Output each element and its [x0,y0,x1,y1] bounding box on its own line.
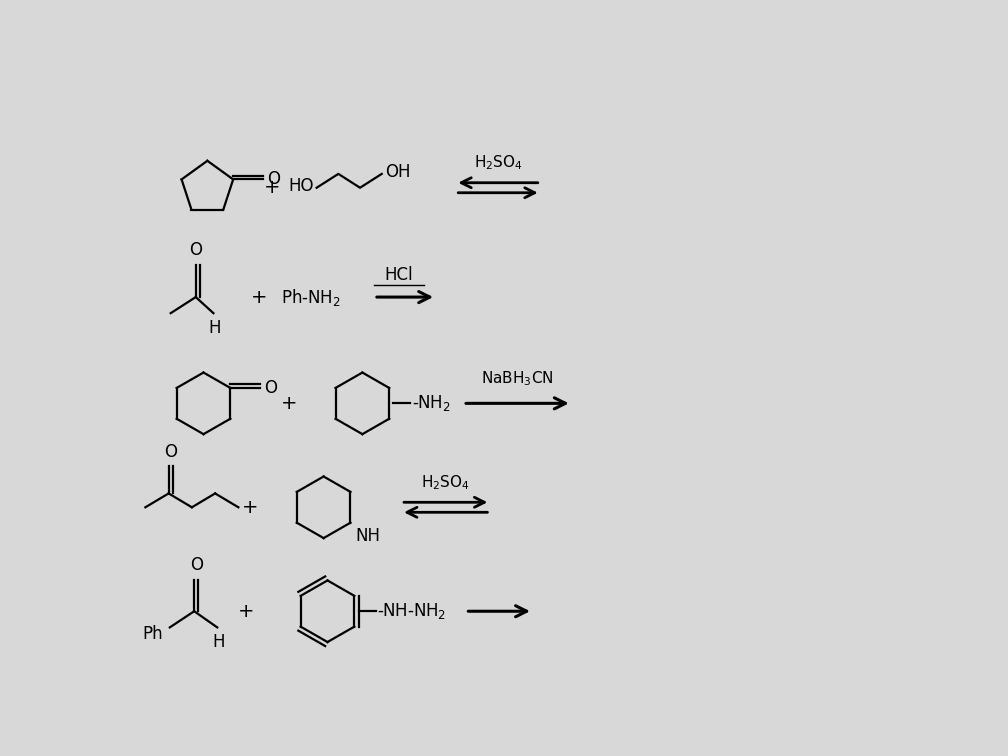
Text: NaBH$_3$CN: NaBH$_3$CN [481,369,553,388]
Text: -NH-NH$_2$: -NH-NH$_2$ [377,601,447,621]
Text: HO: HO [288,177,314,195]
Text: H$_2$SO$_4$: H$_2$SO$_4$ [421,473,470,492]
Text: +: + [263,178,280,197]
Text: H$_2$SO$_4$: H$_2$SO$_4$ [474,153,522,172]
Text: O: O [264,379,277,397]
Text: -NH$_2$: -NH$_2$ [412,393,451,414]
Text: H: H [209,319,221,337]
Text: Ph-NH$_2$: Ph-NH$_2$ [281,287,341,308]
Text: HCl: HCl [384,266,413,284]
Text: OH: OH [385,163,410,181]
Text: +: + [238,602,254,621]
Text: O: O [267,170,280,188]
Text: O: O [190,556,203,575]
Text: H: H [213,633,225,651]
Text: O: O [190,240,203,259]
Text: O: O [164,443,177,461]
Text: NH: NH [355,526,380,544]
Text: Ph: Ph [143,625,163,643]
Text: +: + [242,497,258,517]
Text: +: + [251,287,267,307]
Text: +: + [280,394,297,413]
